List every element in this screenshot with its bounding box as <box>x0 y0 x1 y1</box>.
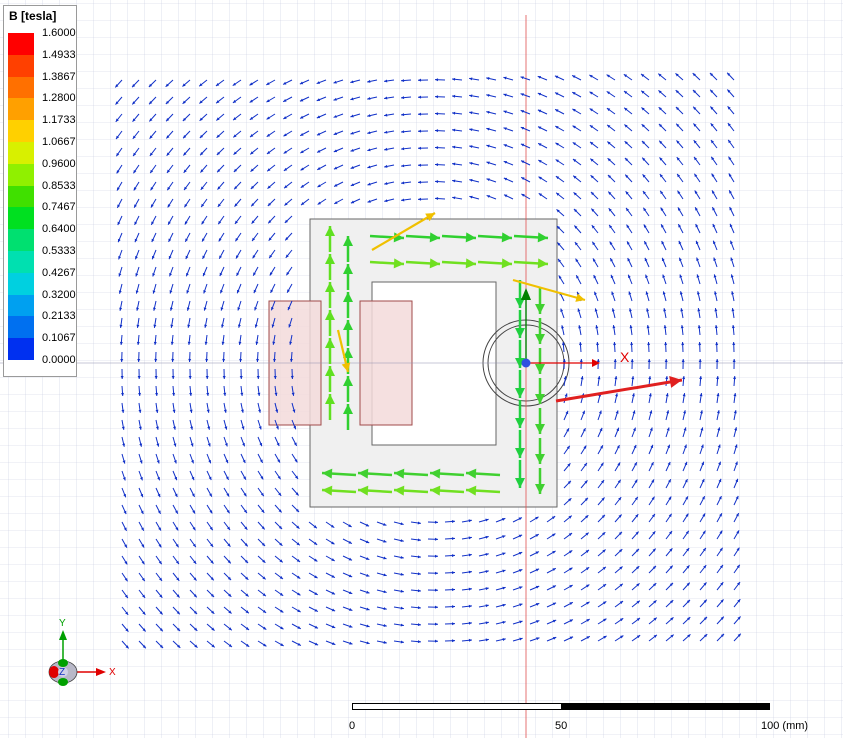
global-z-label: Z <box>59 667 66 678</box>
legend-label: 0.3200 <box>42 288 76 301</box>
legend-label: 1.6000 <box>42 27 76 39</box>
legend-swatch <box>8 33 34 56</box>
legend-swatch <box>8 294 34 317</box>
scale-label-100: 100 (mm) <box>761 720 809 732</box>
local-axis-triad <box>521 288 600 368</box>
legend-label: 0.2133 <box>42 310 76 323</box>
legend-swatch <box>8 316 34 339</box>
legend-label: 0.1067 <box>42 332 76 345</box>
legend-label: 0.9600 <box>42 157 76 170</box>
legend-label: 0.5333 <box>42 245 76 257</box>
scale-label-50: 50 <box>555 720 568 732</box>
legend-label: 0.0000 <box>42 354 76 366</box>
legend-label: 1.0667 <box>42 136 76 148</box>
legend-label: 0.4267 <box>42 266 76 279</box>
legend-label: 0.8533 <box>42 179 76 192</box>
legend-label: 1.4933 <box>42 48 76 61</box>
field-vectors <box>114 72 742 649</box>
legend-swatch <box>8 98 34 121</box>
legend-label: 1.2800 <box>42 92 76 105</box>
legend-swatch <box>8 229 34 252</box>
strong-field-vectors <box>321 212 683 496</box>
legend-swatch <box>8 76 34 99</box>
legend-label: 1.3867 <box>42 70 76 83</box>
legend-swatch <box>8 338 34 361</box>
legend-label: 1.1733 <box>42 114 76 127</box>
global-y-label: Y <box>59 618 66 629</box>
legend-title: B [tesla] <box>9 9 57 23</box>
global-x-label: X <box>109 667 116 678</box>
legend-label: 0.7467 <box>42 201 76 214</box>
global-axis-triad <box>48 630 106 686</box>
scale-label-0: 0 <box>349 720 356 732</box>
local-x-label: X <box>620 349 630 365</box>
color-legend[interactable]: B [tesla] 1.6000 1.4933 1.3867 1.2800 1.1733… <box>3 5 77 377</box>
legend-swatch <box>8 163 34 187</box>
legend-swatch <box>8 54 34 78</box>
legend-swatch <box>8 207 34 230</box>
legend-swatch <box>8 120 34 143</box>
legend-swatch <box>8 272 34 296</box>
scale-bar <box>352 703 770 710</box>
legend-label: 0.6400 <box>42 223 76 236</box>
legend-swatch <box>8 142 34 165</box>
legend-swatch <box>8 185 34 208</box>
legend-swatch <box>8 251 34 274</box>
